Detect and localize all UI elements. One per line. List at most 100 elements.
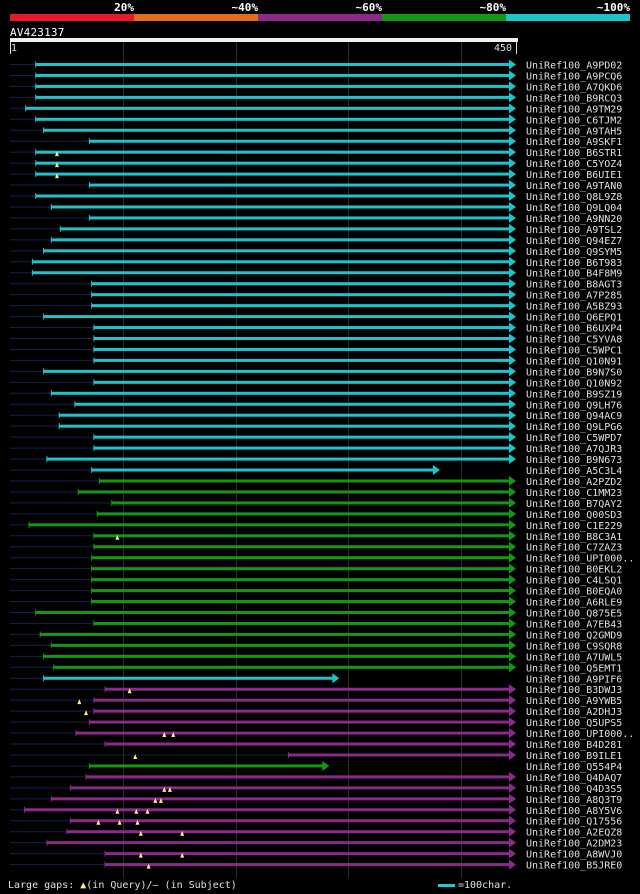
hit-end-arrow [509, 169, 516, 180]
hit-label[interactable]: UniRef100_A5C3L4 [526, 466, 622, 477]
legend-label-40: ~40% [231, 1, 259, 14]
hit-end-arrow [509, 344, 516, 355]
hit-label[interactable]: UniRef100_Q9LQ04 [526, 203, 622, 214]
hit-label[interactable]: UniRef100_A7QJR3 [526, 444, 622, 455]
hit-label[interactable]: UniRef100_A9SKF1 [526, 137, 622, 148]
hit-label[interactable]: UniRef100_B8AGT3 [526, 280, 622, 291]
hit-end-arrow [509, 728, 516, 739]
hit-label[interactable]: UniRef100_A7EB43 [526, 619, 622, 630]
hit-end-arrow [332, 673, 340, 684]
query-gap-triangle-icon [145, 808, 150, 814]
hit-label[interactable]: UniRef100_Q6EPQ1 [526, 313, 622, 324]
hit-bar [25, 106, 511, 110]
hit-label[interactable]: UniRef100_C5YOZ4 [526, 159, 622, 170]
hit-label[interactable]: UniRef100_Q9LH76 [526, 400, 622, 411]
hit-label[interactable]: UniRef100_A2DM23 [526, 839, 622, 850]
hit-end-arrow [509, 311, 516, 322]
hit-label[interactable]: UniRef100_UPI000.. [526, 554, 634, 565]
hit-label[interactable]: UniRef100_Q554P4 [526, 762, 622, 773]
hit-label[interactable]: UniRef100_A9TAN0 [526, 181, 622, 192]
hit-label[interactable]: UniRef100_A2EQZ8 [526, 828, 622, 839]
hit-bar [35, 117, 510, 121]
hit-bar [89, 139, 510, 143]
hit-label[interactable]: UniRef100_B6UIE1 [526, 170, 622, 181]
hit-end-arrow [322, 760, 330, 771]
hit-label[interactable]: UniRef100_A7P285 [526, 291, 622, 302]
hit-label[interactable]: UniRef100_B6STR1 [526, 148, 622, 159]
hit-end-arrow [509, 793, 516, 804]
query-gap-triangle-icon [138, 830, 143, 836]
hit-label[interactable]: UniRef100_Q5UPS5 [526, 718, 622, 729]
hit-end-arrow [509, 508, 516, 519]
hit-label[interactable]: UniRef100_Q9SYM5 [526, 247, 622, 258]
hit-label[interactable]: UniRef100_A8Q3T9 [526, 795, 622, 806]
hit-label[interactable]: UniRef100_B8C3A1 [526, 532, 622, 543]
hit-label[interactable]: UniRef100_Q8L9Z8 [526, 192, 622, 203]
hit-bar [89, 720, 510, 724]
hit-label[interactable]: UniRef100_A8WVJ0 [526, 850, 622, 861]
hit-label[interactable]: UniRef100_B9N673 [526, 455, 622, 466]
hit-label[interactable]: UniRef100_A9PD02 [526, 61, 622, 72]
hit-label[interactable]: UniRef100_C5WPD7 [526, 433, 622, 444]
hit-label[interactable]: UniRef100_Q00SD3 [526, 510, 622, 521]
hit-label[interactable]: UniRef100_B4D281 [526, 740, 622, 751]
hit-label[interactable]: UniRef100_Q17556 [526, 817, 622, 828]
hit-label[interactable]: UniRef100_C5YVA8 [526, 335, 622, 346]
hit-end-arrow [509, 815, 516, 826]
hit-label[interactable]: UniRef100_B0EKL2 [526, 565, 622, 576]
hit-label[interactable]: UniRef100_B7QAY2 [526, 499, 622, 510]
ruler-start-label: 1 [11, 43, 18, 54]
hit-label[interactable]: UniRef100_A9TAH5 [526, 126, 622, 137]
hit-label[interactable]: UniRef100_UPI000.. [526, 729, 634, 740]
hit-label[interactable]: UniRef100_A9PCQ6 [526, 71, 622, 82]
hit-label[interactable]: UniRef100_B9N7S0 [526, 367, 622, 378]
query-gap-triangle-icon [138, 852, 143, 858]
hit-label[interactable]: UniRef100_A9NN20 [526, 214, 622, 225]
hit-label[interactable]: UniRef100_B0EQA0 [526, 587, 622, 598]
hit-label[interactable]: UniRef100_C4LSQ1 [526, 576, 622, 587]
hit-label[interactable]: UniRef100_Q10N91 [526, 356, 622, 367]
hit-label[interactable]: UniRef100_B9ILE1 [526, 751, 622, 762]
hit-end-arrow [509, 859, 516, 870]
hit-label[interactable]: UniRef100_Q5EMT1 [526, 663, 622, 674]
hit-label[interactable]: UniRef100_B6UXP4 [526, 324, 622, 335]
hit-label[interactable]: UniRef100_C5WPC1 [526, 345, 622, 356]
hit-label[interactable]: UniRef100_B6T983 [526, 258, 622, 269]
hit-label[interactable]: UniRef100_A2PZD2 [526, 477, 622, 488]
hit-label[interactable]: UniRef100_A9TSL2 [526, 225, 622, 236]
hit-label[interactable]: UniRef100_B3DWJ3 [526, 685, 622, 696]
hit-bar [97, 512, 511, 516]
hit-label[interactable]: UniRef100_C7ZAZ3 [526, 543, 622, 554]
hit-label[interactable]: UniRef100_C1MM23 [526, 488, 622, 499]
hit-label[interactable]: UniRef100_B9SZ19 [526, 389, 622, 400]
hit-label[interactable]: UniRef100_A9PIF6 [526, 674, 622, 685]
hit-label[interactable]: UniRef100_A9TM29 [526, 104, 622, 115]
hit-label[interactable]: UniRef100_C1E229 [526, 521, 622, 532]
hit-bar [93, 534, 511, 538]
hit-label[interactable]: UniRef100_A9YWB5 [526, 696, 622, 707]
hit-label[interactable]: UniRef100_A6RLE9 [526, 598, 622, 609]
hit-label[interactable]: UniRef100_Q875E5 [526, 609, 622, 620]
hit-label[interactable]: UniRef100_A8Y5V6 [526, 806, 622, 817]
hit-label[interactable]: UniRef100_B9RCQ3 [526, 93, 622, 104]
hit-label[interactable]: UniRef100_Q9LPG6 [526, 422, 622, 433]
query-gap-triangle-icon [133, 753, 138, 759]
hit-label[interactable]: UniRef100_Q4DAQ7 [526, 773, 622, 784]
hit-label[interactable]: UniRef100_A2DHJ3 [526, 707, 622, 718]
hit-label[interactable]: UniRef100_A5BZ93 [526, 302, 622, 313]
hit-label[interactable]: UniRef100_B4F8M9 [526, 269, 622, 280]
hit-end-arrow [509, 92, 516, 103]
hit-label[interactable]: UniRef100_C6TJM2 [526, 115, 622, 126]
hit-label[interactable]: UniRef100_Q4D3S5 [526, 784, 622, 795]
hit-label[interactable]: UniRef100_B5JRE0 [526, 861, 622, 872]
hit-label[interactable]: UniRef100_Q94AC9 [526, 411, 622, 422]
hit-end-arrow [509, 158, 516, 169]
hit-label[interactable]: UniRef100_C9SQR8 [526, 641, 622, 652]
hit-end-arrow [509, 180, 516, 191]
hit-label[interactable]: UniRef100_Q10N92 [526, 378, 622, 389]
hit-bar [91, 556, 510, 560]
hit-label[interactable]: UniRef100_A7UWL5 [526, 652, 622, 663]
hit-label[interactable]: UniRef100_Q2GMD9 [526, 630, 622, 641]
hit-label[interactable]: UniRef100_A7QKD6 [526, 82, 622, 93]
hit-label[interactable]: UniRef100_Q94EZ7 [526, 236, 622, 247]
